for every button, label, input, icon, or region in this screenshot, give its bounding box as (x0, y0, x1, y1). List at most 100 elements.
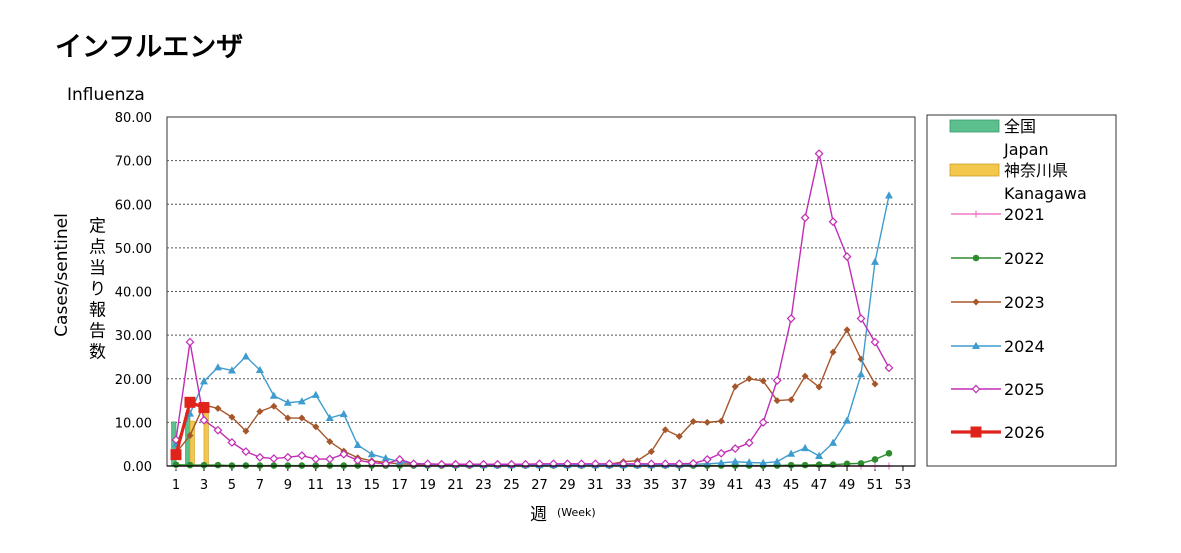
x-tick-label: 1 (172, 478, 180, 493)
data-point (717, 417, 725, 425)
data-point (772, 376, 782, 385)
data-point (535, 459, 544, 469)
data-point (227, 366, 236, 374)
x-tick-label: 5 (228, 478, 236, 493)
data-point (172, 461, 180, 468)
data-point (186, 461, 194, 469)
data-point (242, 427, 250, 435)
x-tick-label: 23 (475, 478, 492, 493)
data-point (326, 438, 334, 446)
x-tick-label: 19 (419, 478, 436, 493)
data-point (674, 459, 684, 469)
data-point (730, 444, 740, 453)
data-point (801, 372, 809, 380)
data-point (787, 449, 796, 457)
legend-swatch (949, 119, 1000, 133)
data-point (213, 425, 223, 435)
series-line (175, 195, 890, 466)
data-point (381, 453, 390, 462)
data-point (647, 448, 655, 456)
data-point (423, 459, 433, 469)
data-point (871, 456, 879, 463)
legend-label-en: Kanagawa (1004, 184, 1087, 203)
data-point (170, 449, 182, 461)
data-point (283, 398, 292, 406)
data-point (675, 432, 683, 440)
legend-swatch (949, 163, 1000, 177)
data-point (759, 458, 768, 466)
data-point (269, 454, 279, 464)
legend-label: 2021 (1004, 205, 1045, 224)
data-point (717, 458, 726, 466)
data-point (618, 459, 628, 469)
x-tick-label: 11 (308, 478, 325, 493)
data-point (814, 149, 824, 159)
x-tick-label: 41 (727, 478, 744, 493)
x-tick-label: 43 (755, 478, 772, 493)
x-tick-label: 51 (867, 478, 884, 493)
data-point (660, 459, 670, 469)
data-point (884, 363, 894, 373)
data-point (731, 457, 740, 465)
series-2025 (171, 149, 894, 469)
data-point (885, 450, 893, 457)
legend-label: 2026 (1004, 423, 1045, 442)
data-point (409, 459, 419, 469)
x-tick-label: 45 (783, 478, 800, 493)
data-point (297, 451, 307, 460)
data-point (787, 396, 795, 404)
data-point (213, 363, 222, 371)
x-tick-label: 49 (839, 478, 856, 493)
y-axis-label-en: Cases/sentinel (52, 213, 72, 337)
data-point (745, 458, 754, 466)
legend-label: 2025 (1004, 380, 1045, 399)
y-tick-label: 20.00 (115, 373, 152, 388)
data-point (184, 396, 196, 408)
data-point (703, 418, 711, 426)
data-point (632, 459, 642, 469)
data-point (787, 461, 795, 469)
data-point (972, 341, 980, 349)
data-point (786, 314, 796, 323)
data-point (311, 390, 320, 398)
x-tick-label: 33 (615, 478, 632, 493)
data-point (339, 409, 348, 418)
data-point (815, 461, 823, 468)
series-line (175, 152, 890, 465)
y-tick-label: 80.00 (115, 111, 152, 126)
data-point (241, 352, 250, 360)
data-point (731, 383, 739, 391)
gridlines (167, 160, 915, 423)
y-axis-label-ja: 定点当り報告数 (85, 216, 106, 363)
data-point (199, 415, 209, 425)
x-axis-label-ja: 週 (530, 505, 547, 525)
x-tick-label: 27 (531, 478, 548, 493)
data-point (971, 384, 981, 394)
data-point (842, 252, 852, 262)
data-point (339, 449, 349, 459)
y-tick-label: 40.00 (115, 286, 152, 301)
data-point (843, 416, 852, 424)
data-point (829, 348, 837, 356)
data-point (758, 417, 768, 427)
data-point (297, 397, 306, 405)
data-point (646, 459, 656, 469)
legend: 全国 Japan 神奈川県 Kanagawa 2021 2022 2023 2024 2025 2… (949, 117, 1087, 442)
x-tick-label: 17 (391, 478, 408, 493)
data-point (689, 418, 697, 426)
data-point (562, 459, 572, 469)
data-point (759, 377, 767, 385)
data-point (200, 461, 208, 469)
data-point (815, 383, 823, 391)
y-tick-label: 50.00 (115, 242, 152, 257)
data-point (661, 426, 669, 434)
data-point (576, 459, 586, 469)
data-point (311, 454, 321, 464)
data-point (298, 414, 306, 422)
legend-label: 全国 (1004, 117, 1036, 136)
data-point (871, 257, 879, 265)
data-point (228, 413, 236, 421)
data-point (829, 461, 837, 468)
x-tick-label: 53 (895, 478, 912, 493)
